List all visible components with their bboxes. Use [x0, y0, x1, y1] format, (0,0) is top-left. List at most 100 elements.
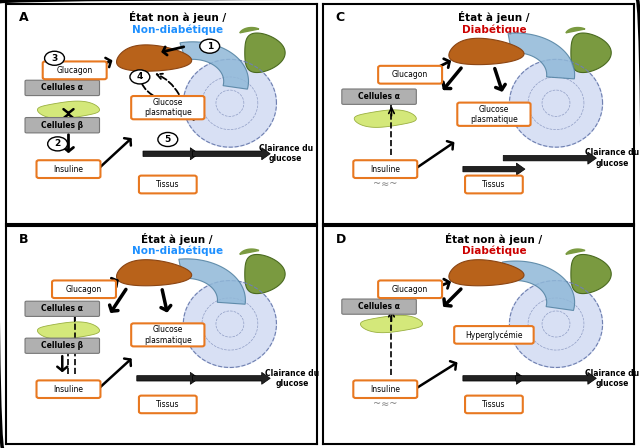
FancyBboxPatch shape — [454, 326, 534, 344]
Circle shape — [158, 133, 178, 146]
Text: Glucose
plasmatique: Glucose plasmatique — [144, 325, 192, 345]
FancyBboxPatch shape — [52, 280, 116, 298]
FancyBboxPatch shape — [353, 380, 417, 398]
Polygon shape — [137, 372, 199, 384]
Text: Hyperglycémie: Hyperglycémie — [465, 330, 523, 340]
Text: État à jeun /: État à jeun / — [141, 233, 213, 245]
Text: Non-diabétique: Non-diabétique — [132, 24, 223, 35]
Text: Diabétique: Diabétique — [461, 24, 526, 35]
Text: Tissus: Tissus — [482, 180, 506, 189]
FancyBboxPatch shape — [43, 61, 107, 79]
Text: Cellules β: Cellules β — [41, 121, 83, 130]
Text: Insuline: Insuline — [371, 385, 400, 394]
Text: 1: 1 — [207, 42, 213, 51]
Polygon shape — [244, 254, 285, 293]
Text: B: B — [19, 233, 28, 246]
Polygon shape — [571, 33, 611, 73]
Text: Glucagon: Glucagon — [392, 70, 428, 79]
FancyBboxPatch shape — [465, 396, 523, 413]
Text: 3: 3 — [51, 54, 58, 63]
Text: Insuline: Insuline — [371, 164, 400, 174]
FancyBboxPatch shape — [353, 160, 417, 178]
Text: Cellules α: Cellules α — [42, 83, 83, 92]
FancyBboxPatch shape — [342, 299, 417, 314]
FancyBboxPatch shape — [458, 103, 531, 126]
Polygon shape — [566, 249, 585, 254]
Text: État non à jeun /: État non à jeun / — [129, 11, 226, 23]
Text: Glucagon: Glucagon — [66, 285, 102, 294]
Circle shape — [45, 51, 65, 65]
Polygon shape — [193, 148, 270, 160]
Polygon shape — [449, 38, 524, 65]
Polygon shape — [355, 110, 417, 127]
Text: 5: 5 — [164, 135, 171, 144]
FancyBboxPatch shape — [25, 301, 100, 316]
Text: Glucagon: Glucagon — [392, 285, 428, 294]
FancyBboxPatch shape — [465, 176, 523, 194]
Polygon shape — [509, 60, 603, 147]
Text: Glucagon: Glucagon — [56, 66, 93, 75]
Text: Diabétique: Diabétique — [461, 246, 526, 256]
Polygon shape — [38, 322, 100, 339]
FancyBboxPatch shape — [139, 396, 196, 413]
Polygon shape — [360, 315, 422, 333]
Polygon shape — [516, 372, 596, 384]
FancyBboxPatch shape — [25, 338, 100, 353]
FancyBboxPatch shape — [378, 66, 442, 84]
Polygon shape — [143, 148, 199, 160]
Text: Cellules α: Cellules α — [358, 302, 400, 311]
FancyBboxPatch shape — [342, 89, 417, 104]
Text: Tissus: Tissus — [482, 400, 506, 409]
Text: ~≈~: ~≈~ — [373, 178, 397, 189]
Polygon shape — [566, 27, 585, 33]
Polygon shape — [183, 280, 276, 367]
Text: 4: 4 — [137, 73, 143, 82]
Polygon shape — [179, 259, 245, 304]
Circle shape — [200, 39, 220, 53]
Text: Clairance du
glucose: Clairance du glucose — [265, 369, 319, 388]
Polygon shape — [183, 60, 276, 147]
Polygon shape — [180, 42, 248, 89]
Text: C: C — [335, 11, 345, 24]
Polygon shape — [240, 249, 259, 254]
FancyBboxPatch shape — [378, 280, 442, 298]
Polygon shape — [449, 260, 524, 286]
Polygon shape — [463, 163, 525, 175]
Text: A: A — [19, 11, 28, 24]
Text: Cellules α: Cellules α — [358, 92, 400, 101]
Text: Cellules α: Cellules α — [42, 304, 83, 313]
Polygon shape — [116, 45, 191, 71]
Polygon shape — [38, 101, 100, 119]
Text: Tissus: Tissus — [156, 180, 180, 189]
Polygon shape — [463, 372, 525, 384]
Text: Cellules β: Cellules β — [41, 341, 83, 350]
Circle shape — [130, 70, 150, 84]
FancyBboxPatch shape — [131, 96, 204, 119]
Text: Glucose
plasmatique: Glucose plasmatique — [470, 104, 518, 124]
FancyBboxPatch shape — [131, 323, 204, 346]
Text: Clairance du
glucose: Clairance du glucose — [585, 369, 639, 388]
Text: Clairance du
glucose: Clairance du glucose — [259, 144, 313, 164]
Text: Insuline: Insuline — [54, 385, 83, 394]
Text: État non à jeun /: État non à jeun / — [445, 233, 543, 245]
Polygon shape — [508, 33, 575, 79]
Circle shape — [48, 137, 68, 151]
Text: Non-diabétique: Non-diabétique — [132, 246, 223, 256]
FancyBboxPatch shape — [36, 380, 100, 398]
Text: Clairance du
glucose: Clairance du glucose — [585, 148, 639, 168]
Polygon shape — [240, 27, 259, 33]
FancyBboxPatch shape — [25, 80, 100, 95]
Text: 2: 2 — [54, 139, 61, 148]
Text: Glucose
plasmatique: Glucose plasmatique — [144, 98, 192, 117]
Text: Insuline: Insuline — [54, 164, 83, 174]
Polygon shape — [502, 261, 575, 310]
Polygon shape — [193, 372, 270, 384]
Text: ~≈~: ~≈~ — [373, 398, 397, 408]
Polygon shape — [503, 152, 596, 164]
FancyBboxPatch shape — [139, 176, 196, 194]
FancyBboxPatch shape — [36, 160, 100, 178]
Polygon shape — [571, 254, 611, 293]
Text: D: D — [335, 233, 346, 246]
Polygon shape — [509, 280, 603, 367]
Text: État à jeun /: État à jeun / — [458, 11, 530, 23]
